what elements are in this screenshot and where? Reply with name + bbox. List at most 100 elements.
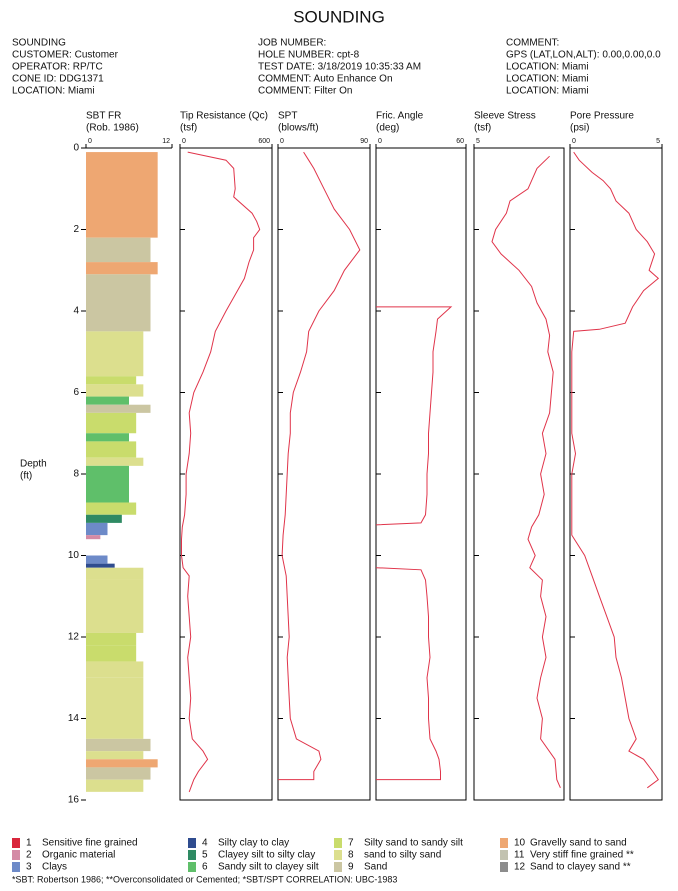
- profile-line: [571, 151, 660, 789]
- legend-label: Organic material: [42, 850, 115, 861]
- x-tick-label: 5: [656, 138, 660, 145]
- panel-title: (Rob. 1986): [86, 123, 139, 134]
- legend-swatch: [500, 838, 508, 848]
- x-tick-label: 12: [162, 138, 170, 145]
- panel-frame: [375, 147, 467, 801]
- legend-swatch: [188, 838, 196, 848]
- sbt-layer: [86, 441, 137, 458]
- x-tick-label: 0: [88, 138, 92, 145]
- panel-title: Sleeve Stress: [474, 111, 536, 122]
- legend-label: Sand: [364, 862, 387, 873]
- panel-frame: [277, 147, 371, 801]
- x-tick-label: 60: [456, 138, 464, 145]
- panel-title: (blows/ft): [278, 123, 319, 134]
- sbt-layer: [86, 759, 158, 768]
- profile-line: [181, 151, 261, 793]
- x-tick-label: 5: [476, 138, 480, 145]
- sbt-layer: [86, 779, 144, 792]
- sbt-layer: [86, 404, 151, 413]
- legend-zone: 9: [348, 862, 354, 873]
- depth-label: Depth: [20, 459, 47, 470]
- legend-label: sand to silty sand: [364, 850, 441, 861]
- x-tick-label: 0: [572, 138, 576, 145]
- legend-swatch: [500, 850, 508, 860]
- panel-title: (deg): [376, 123, 399, 134]
- sbt-layer: [86, 661, 144, 678]
- sbt-layer: [86, 331, 144, 377]
- depth-tick-label: 16: [68, 795, 80, 806]
- legend-swatch: [12, 862, 20, 872]
- header-line: GPS (LAT,LON,ALT): 0.00,0.00,0.0: [506, 50, 661, 61]
- header-line: COMMENT:: [506, 38, 559, 49]
- legend-label: Sandy silt to clayey silt: [218, 862, 319, 873]
- legend-zone: 11: [514, 850, 525, 861]
- sbt-layer: [86, 474, 129, 503]
- sbt-layer: [86, 522, 108, 536]
- panel-title: SPT: [278, 111, 297, 122]
- sbt-layer: [86, 433, 129, 442]
- profile-line: [375, 306, 453, 781]
- legend-zone: 10: [514, 838, 526, 849]
- legend-label: Clays: [42, 862, 67, 873]
- sbt-layer: [86, 677, 144, 739]
- profile-line: [278, 151, 361, 781]
- sbt-layer: [86, 567, 144, 580]
- legend-label: Very stiff fine grained **: [530, 850, 634, 861]
- panel-title: Tip Resistance (Qc): [180, 111, 268, 122]
- sbt-layer: [86, 514, 122, 523]
- sbt-layer: [86, 579, 144, 633]
- panel-frame: [473, 147, 565, 801]
- sbt-layer: [86, 465, 129, 474]
- legend-label: Clayey silt to silty clay: [218, 850, 315, 861]
- depth-tick-label: 6: [73, 387, 79, 398]
- legend-zone: 2: [26, 850, 32, 861]
- page-title: SOUNDING: [293, 7, 385, 26]
- panel-title: (tsf): [180, 123, 197, 134]
- legend-label: Gravelly sand to sand: [530, 838, 627, 849]
- header-line: CUSTOMER: Customer: [12, 50, 119, 61]
- sbt-layer: [86, 412, 137, 434]
- legend-swatch: [334, 838, 342, 848]
- header-line: LOCATION: Miami: [506, 74, 589, 85]
- legend-swatch: [188, 850, 196, 860]
- header-line: COMMENT: Auto Enhance On: [258, 74, 393, 85]
- panel-frame: [569, 147, 663, 801]
- sbt-layer: [86, 555, 108, 564]
- sbt-layer: [86, 457, 144, 466]
- legend-swatch: [188, 862, 196, 872]
- sbt-layer: [86, 645, 137, 662]
- x-tick-label: 90: [360, 138, 368, 145]
- header-line: SOUNDING: [12, 38, 66, 49]
- sbt-layer: [86, 502, 137, 515]
- header-line: HOLE NUMBER: cpt-8: [258, 50, 360, 61]
- sbt-layer: [86, 376, 137, 385]
- depth-tick-label: 2: [73, 224, 79, 235]
- legend-swatch: [334, 862, 342, 872]
- panel-title: (tsf): [474, 123, 491, 134]
- depth-tick-label: 8: [73, 469, 79, 480]
- sbt-layer: [86, 152, 158, 238]
- sbt-layer: [86, 396, 129, 405]
- legend-zone: 6: [202, 862, 208, 873]
- legend-swatch: [12, 838, 20, 848]
- panel-frame: [179, 147, 273, 801]
- header-line: LOCATION: Miami: [506, 62, 589, 73]
- depth-tick-label: 4: [73, 306, 79, 317]
- legend-zone: 5: [202, 850, 208, 861]
- legend-label: Sensitive fine grained: [42, 838, 138, 849]
- x-tick-label: 0: [378, 138, 382, 145]
- profile-line: [491, 155, 561, 789]
- header-line: LOCATION: Miami: [506, 86, 589, 97]
- legend-zone: 4: [202, 838, 208, 849]
- legend-zone: 8: [348, 850, 354, 861]
- legend-swatch: [12, 850, 20, 860]
- footnote: *SBT: Robertson 1986; **Overconsolidated…: [12, 874, 397, 884]
- panel-title: SBT FR: [86, 111, 121, 122]
- header-line: COMMENT: Filter On: [258, 86, 352, 97]
- legend-swatch: [500, 862, 508, 872]
- sbt-layer: [86, 632, 137, 646]
- depth-tick-label: 14: [68, 713, 80, 724]
- sbt-layer: [86, 751, 144, 760]
- sbt-layer: [86, 738, 151, 752]
